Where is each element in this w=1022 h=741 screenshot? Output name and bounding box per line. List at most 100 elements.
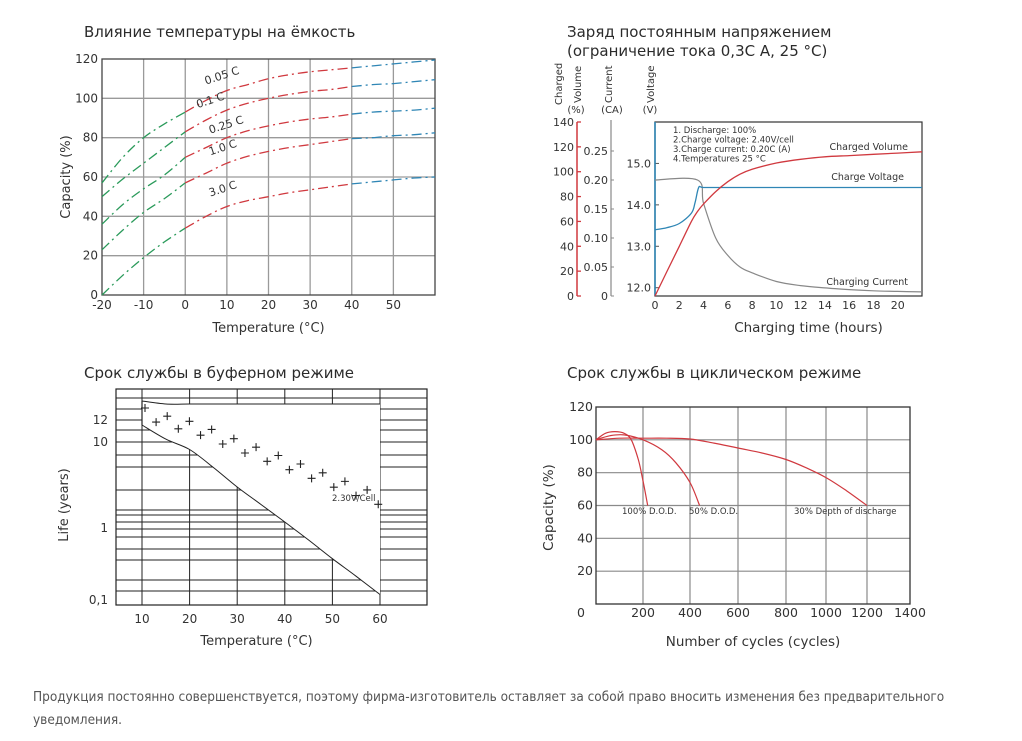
chart2-series-label: Charged Volume [830, 142, 909, 153]
chart3-x-tick-label: 40 [277, 612, 292, 626]
chart2-x-tick-label: 18 [866, 299, 880, 312]
chart2-axis2-unit: (CA) [601, 105, 623, 116]
chart4-series-label: 100% D.O.D. [622, 507, 677, 517]
chart2-axis2-tick-label: 0.15 [584, 203, 609, 216]
chart2-axis2-tick-label: 0.20 [584, 174, 609, 187]
chart4-title: Срок службы в циклическом режиме [567, 364, 862, 382]
chart1-series-line [101, 182, 186, 251]
chart1-series-line [184, 67, 352, 113]
chart3-y-tick-label: 10 [93, 435, 108, 449]
chart2-x-axis-label: Charging time (hours) [734, 320, 883, 336]
chart2-x-tick-label: 0 [652, 299, 659, 312]
chart1-series-line [101, 156, 186, 225]
chart3-x-tick-label: 20 [182, 612, 197, 626]
chart2-series-charging-current [654, 177, 923, 293]
chart4-y-tick-label: 20 [577, 563, 593, 578]
chart4-series-line [595, 430, 649, 506]
chart3: 10 20 30 40 50 60 0,1 1 10 12 Temperature (°C) Life… [57, 388, 428, 649]
chart2-x-tick-label: 20 [891, 299, 905, 312]
chart3-x-tick-label: 30 [230, 612, 245, 626]
chart3-x-tick-label: 60 [372, 612, 387, 626]
chart3-plus-marker [229, 434, 238, 443]
chart2-x-tick-label: 6 [724, 299, 731, 312]
chart3-band-fill [142, 401, 380, 595]
chart4-x-tick-label: 1000 [810, 605, 842, 620]
chart3-plus-marker [329, 483, 338, 492]
chart4: 0 200 400 600 800 1000 1200 1400 20 40 60 80 100 120 N… [541, 399, 926, 650]
chart3-plus-marker [296, 460, 305, 469]
chart3-y-tick-label: 1 [100, 521, 108, 535]
chart2-note: 4.Temperatures 25 °C [673, 155, 766, 165]
chart2-series-charge-voltage [654, 185, 922, 231]
chart1-x-tick-label: 50 [386, 298, 401, 312]
chart3-plot-frame [115, 388, 428, 606]
chart1-series-line [351, 79, 436, 88]
chart4-x-tick-label: 1400 [894, 605, 926, 620]
chart2-axis1-unit: (%) [567, 105, 584, 116]
chart3-plus-marker [252, 443, 261, 452]
chart2-x-tick-label: 12 [794, 299, 808, 312]
chart3-plus-marker [174, 424, 183, 433]
chart3-plus-marker [163, 412, 172, 421]
chart4-y-tick-label: 80 [577, 465, 593, 480]
chart3-y-tick-label: 12 [93, 413, 108, 427]
chart4-series-label: 50% D.O.D. [689, 507, 738, 517]
chart2-axis2-tick-label: 0.05 [584, 261, 609, 274]
footer-disclaimer: Продукция постоянно совершенствуется, по… [33, 689, 945, 728]
chart2-axis2-tick-label: 0.10 [584, 232, 609, 245]
chart3-plus-marker [285, 465, 294, 474]
chart3-plus-marker [363, 485, 372, 494]
chart1-series-line [351, 107, 436, 115]
chart2-axis1-tick-label: 20 [560, 265, 574, 278]
chart4-x-tick-label: 1200 [851, 605, 883, 620]
chart1-y-tick-label: 120 [75, 52, 98, 66]
chart4-x-tick-label: 800 [774, 605, 798, 620]
chart4-y-tick-label: 60 [577, 498, 593, 513]
chart2-x-tick-label: 10 [769, 299, 783, 312]
chart1-y-axis-label: Capacity (%) [59, 135, 74, 218]
chart4-plot-frame [595, 406, 911, 605]
chart3-band-lower [141, 424, 381, 595]
chart2-axis1-label-top: Charged [554, 63, 565, 105]
chart2-axis3-tick-label: 15.0 [627, 157, 652, 170]
chart3-plus-marker [207, 425, 216, 434]
chart2-axis1-tick-label: 120 [553, 141, 574, 154]
chart2-note: 3.Charge current: 0.20C (A) [673, 145, 791, 155]
chart2-axis1-label: Volume [573, 66, 584, 103]
chart2-title: Заряд постоянным напряжением [567, 23, 832, 41]
chart3-plus-marker [374, 500, 383, 509]
chart2-x-tick-label: 16 [842, 299, 856, 312]
chart1-x-tick-label: -20 [92, 298, 112, 312]
chart3-plus-marker [340, 477, 349, 486]
chart2-axis3-tick-label: 14.0 [627, 199, 652, 212]
chart1-series-line [101, 227, 186, 296]
chart3-plus-marker [218, 439, 227, 448]
chart4-y-tick-label: 120 [569, 399, 593, 414]
chart1-y-tick-label: 60 [83, 170, 98, 184]
chart1-series-line [101, 131, 186, 198]
chart1-series-label: 0.05 C [203, 64, 241, 87]
chart2-axis3-unit: (V) [643, 105, 658, 116]
chart3-plus-marker [274, 451, 283, 460]
chart1-series-line [184, 183, 352, 229]
chart1-x-tick-label: 20 [261, 298, 276, 312]
chart1-series-line [101, 111, 186, 184]
chart4-series-line [595, 434, 701, 506]
chart2-x-tick-label: 14 [818, 299, 832, 312]
chart3-plus-marker [240, 449, 249, 457]
chart2-x-tick-label: 8 [749, 299, 756, 312]
chart1-y-tick-label: 100 [75, 91, 98, 105]
chart2-axis2-tick-label: 0 [601, 290, 608, 303]
chart2-axis1-tick-label: 40 [560, 240, 574, 253]
chart3-title: Срок службы в буферном режиме [84, 364, 355, 382]
chart1: -20 -10 0 10 20 30 40 50 0 20 40 60 80 100 120 Temperat… [59, 52, 436, 336]
chart2-axis3-label: Voltage [646, 65, 657, 103]
chart3-band-upper [141, 400, 380, 405]
chart4-series-line [595, 437, 868, 506]
chart3-x-tick-label: 50 [325, 612, 340, 626]
chart2-axis3-tick-label: 12.0 [627, 282, 652, 295]
chart3-plus-marker [263, 457, 272, 466]
chart1-series-line [184, 85, 352, 133]
chart2-note: 2.Charge voltage: 2.40V/cell [673, 136, 794, 146]
